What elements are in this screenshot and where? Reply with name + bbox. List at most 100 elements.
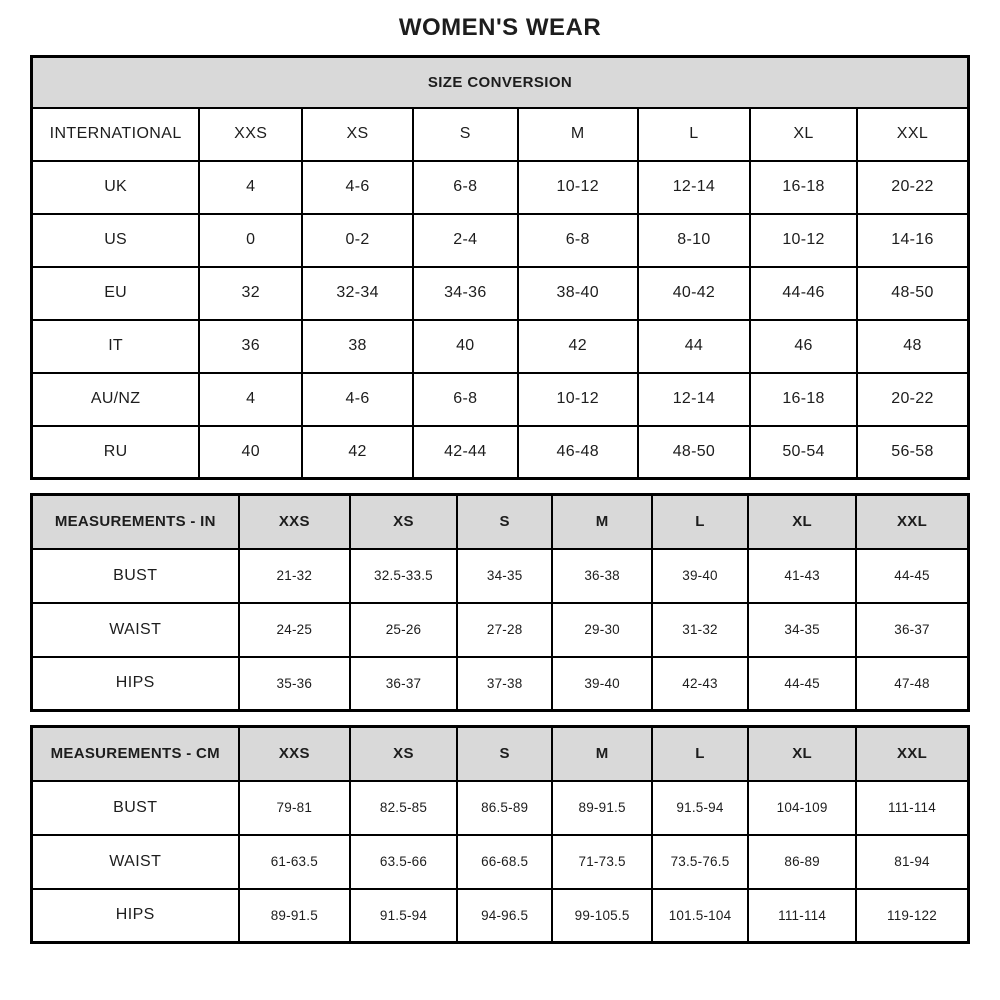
value-cell: 12-14 [636,159,752,215]
table-row: HIPS 35-36 36-37 37-38 39-40 42-43 44-45 47-48 [30,655,970,712]
value-cell: 16-18 [749,159,858,215]
value-cell: 119-122 [855,887,970,944]
row-label: BUST [30,779,240,836]
value-cell: 71-73.5 [551,833,653,890]
column-header-row: MEASUREMENTS - CM XXS XS S M L XL XXL [30,725,970,782]
value-cell: 66-68.5 [455,833,554,890]
banner-row: SIZE CONVERSION [30,55,970,109]
measurements-in-table: MEASUREMENTS - IN XXS XS S M L XL XXL BUST 21-32 3… [30,493,970,712]
column-header-xxs: XXS [237,493,352,550]
value-cell: 20-22 [855,159,970,215]
table-row: WAIST 24-25 25-26 27-28 29-30 31-32 34-35 36-37 [30,601,970,658]
value-cell: 36-37 [349,655,458,712]
row-label: BUST [30,547,240,604]
value-cell: 47-48 [855,655,970,712]
value-cell: 21-32 [237,547,352,604]
row-label: WAIST [30,601,240,658]
value-cell: 34-36 [411,265,519,321]
row-label: US [30,212,201,268]
value-cell: 44 [636,318,752,374]
value-cell: 10-12 [516,371,639,427]
value-cell: 40-42 [636,265,752,321]
column-header-s: S [411,106,519,162]
row-label: UK [30,159,201,215]
page-title: WOMEN'S WEAR [398,14,602,41]
column-header-xxs: XXS [237,725,352,782]
value-cell: 39-40 [650,547,750,604]
value-cell: 44-45 [855,547,970,604]
value-cell: 32-34 [301,265,414,321]
column-header-l: L [636,106,752,162]
value-cell: 8-10 [636,212,752,268]
table-row: BUST 21-32 32.5-33.5 34-35 36-38 39-40 41-43 44… [30,547,970,604]
column-header-xxl: XXL [855,106,970,162]
column-header-xl: XL [747,725,857,782]
measurements-cm-table: MEASUREMENTS - CM XXS XS S M L XL XXL BUST 79-81 8… [30,725,970,944]
value-cell: 111-114 [855,779,970,836]
value-cell: 38 [301,318,414,374]
value-cell: 42-44 [411,424,519,480]
value-cell: 32 [198,265,304,321]
value-cell: 41-43 [747,547,857,604]
size-conversion-table: SIZE CONVERSION INTERNATIONAL XXS XS S M L XL XX… [30,55,970,480]
column-header-l: L [650,493,750,550]
value-cell: 0-2 [301,212,414,268]
value-cell: 36-37 [855,601,970,658]
value-cell: 99-105.5 [551,887,653,944]
table-row: BUST 79-81 82.5-85 86.5-89 89-91.5 91.5-94 104… [30,779,970,836]
value-cell: 91.5-94 [349,887,458,944]
value-cell: 10-12 [516,159,639,215]
value-cell: 6-8 [516,212,639,268]
value-cell: 46 [749,318,858,374]
value-cell: 32.5-33.5 [349,547,458,604]
value-cell: 48-50 [636,424,752,480]
table-row: AU/NZ 4 4-6 6-8 10-12 12-14 16-18 20-22 [30,371,970,427]
size-chart-page: WOMEN'S WEAR SIZE CONVERSION INTERNATIONA… [30,14,970,944]
column-header-xs: XS [349,493,458,550]
value-cell: 29-30 [551,601,653,658]
size-conversion-header-label: INTERNATIONAL [30,106,201,162]
measurements-in-header-label: MEASUREMENTS - IN [30,493,240,550]
value-cell: 104-109 [747,779,857,836]
row-label: EU [30,265,201,321]
row-label: AU/NZ [30,371,201,427]
column-header-xxl: XXL [855,493,970,550]
value-cell: 63.5-66 [349,833,458,890]
table-row: RU 40 42 42-44 46-48 48-50 50-54 56-58 [30,424,970,480]
value-cell: 42 [516,318,639,374]
value-cell: 4 [198,371,304,427]
table-row: UK 4 4-6 6-8 10-12 12-14 16-18 20-22 [30,159,970,215]
value-cell: 81-94 [855,833,970,890]
value-cell: 16-18 [749,371,858,427]
column-header-row: MEASUREMENTS - IN XXS XS S M L XL XXL [30,493,970,550]
value-cell: 86-89 [747,833,857,890]
row-label: IT [30,318,201,374]
value-cell: 73.5-76.5 [650,833,750,890]
value-cell: 36 [198,318,304,374]
column-header-m: M [516,106,639,162]
column-header-xxl: XXL [855,725,970,782]
value-cell: 44-46 [749,265,858,321]
table-row: IT 36 38 40 42 44 46 48 [30,318,970,374]
value-cell: 91.5-94 [650,779,750,836]
value-cell: 39-40 [551,655,653,712]
value-cell: 12-14 [636,371,752,427]
column-header-xs: XS [301,106,414,162]
value-cell: 2-4 [411,212,519,268]
value-cell: 61-63.5 [237,833,352,890]
value-cell: 25-26 [349,601,458,658]
value-cell: 89-91.5 [237,887,352,944]
value-cell: 38-40 [516,265,639,321]
value-cell: 94-96.5 [455,887,554,944]
value-cell: 82.5-85 [349,779,458,836]
value-cell: 42-43 [650,655,750,712]
column-header-xxs: XXS [198,106,304,162]
column-header-xl: XL [747,493,857,550]
value-cell: 48-50 [855,265,970,321]
value-cell: 34-35 [455,547,554,604]
column-header-row: INTERNATIONAL XXS XS S M L XL XXL [30,106,970,162]
value-cell: 40 [198,424,304,480]
value-cell: 27-28 [455,601,554,658]
value-cell: 79-81 [237,779,352,836]
value-cell: 35-36 [237,655,352,712]
